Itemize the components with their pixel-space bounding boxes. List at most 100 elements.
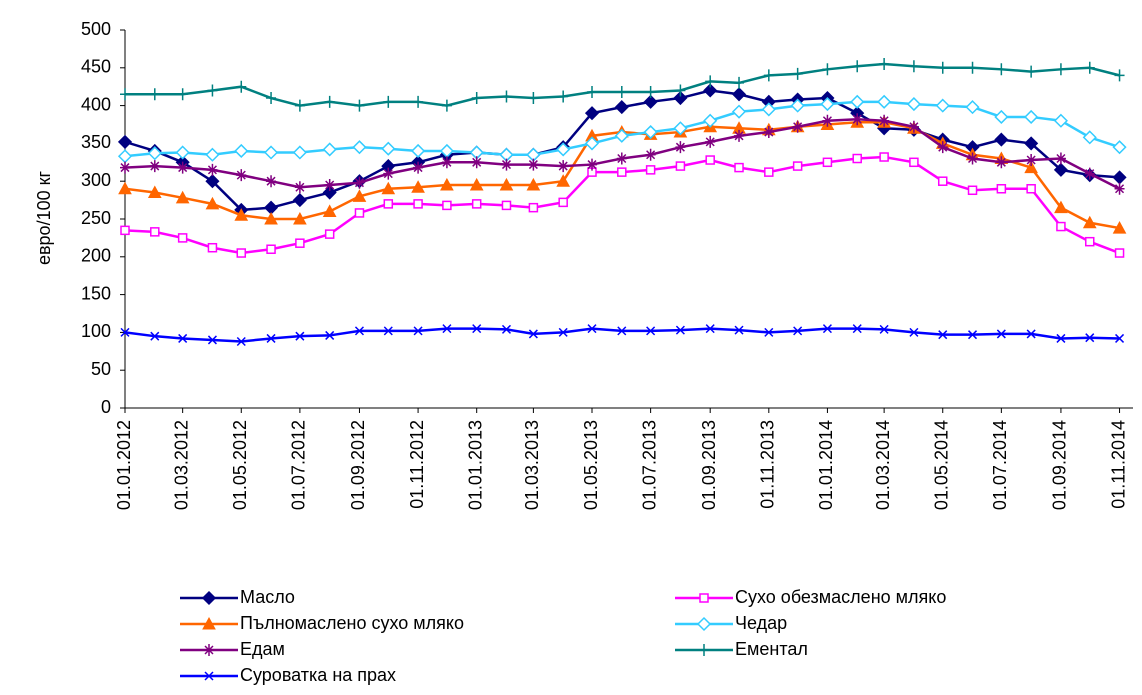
marker — [937, 61, 948, 74]
marker — [501, 324, 512, 334]
marker — [411, 143, 426, 159]
marker — [383, 167, 394, 180]
marker — [994, 132, 1009, 147]
marker — [381, 181, 396, 195]
marker — [354, 208, 365, 218]
marker — [1055, 152, 1066, 165]
marker — [935, 98, 950, 113]
marker — [120, 88, 130, 101]
marker — [411, 180, 425, 193]
marker — [675, 161, 686, 171]
marker — [556, 174, 571, 187]
x-tick-label: 01.03.2013 — [522, 420, 542, 510]
marker — [1114, 182, 1125, 195]
marker — [558, 90, 569, 103]
marker — [675, 325, 685, 335]
legend-item: Чедар — [675, 613, 787, 633]
marker — [147, 185, 162, 199]
marker — [1024, 160, 1038, 174]
marker — [441, 156, 452, 169]
marker — [442, 200, 452, 211]
marker — [383, 326, 393, 336]
marker — [792, 67, 803, 80]
marker — [879, 58, 890, 71]
marker — [352, 140, 367, 155]
y-tick-label: 350 — [81, 132, 111, 152]
marker — [705, 324, 715, 334]
marker — [1026, 184, 1036, 194]
x-tick-label: 01.07.2012 — [289, 420, 309, 510]
marker — [201, 590, 217, 606]
marker — [790, 98, 805, 113]
marker — [413, 161, 424, 174]
marker — [967, 185, 978, 196]
legend-label: Масло — [240, 587, 295, 607]
marker — [761, 102, 776, 117]
marker — [325, 330, 335, 340]
marker — [1114, 69, 1125, 82]
y-tick-label: 0 — [101, 397, 111, 417]
legend-label: Чедар — [735, 613, 787, 633]
marker — [850, 94, 865, 109]
marker — [236, 80, 247, 93]
marker — [792, 161, 803, 171]
marker — [1112, 221, 1127, 234]
marker — [1084, 61, 1095, 74]
marker — [558, 197, 568, 208]
marker — [793, 326, 803, 336]
x-tick-label: 01.07.2014 — [990, 420, 1010, 510]
marker — [614, 128, 629, 143]
marker — [879, 114, 890, 127]
x-tick-label: 01.11.2012 — [407, 420, 427, 509]
marker — [324, 95, 335, 108]
marker — [906, 97, 921, 112]
marker — [469, 177, 484, 191]
marker — [967, 330, 978, 340]
marker — [294, 181, 305, 194]
marker — [703, 113, 718, 128]
marker — [177, 88, 188, 101]
x-tick-label: 01.05.2012 — [230, 420, 250, 510]
marker — [205, 147, 220, 162]
marker — [1082, 130, 1097, 145]
marker — [413, 199, 423, 209]
marker — [994, 109, 1009, 125]
marker — [1115, 333, 1125, 343]
marker — [120, 161, 130, 174]
marker — [587, 85, 598, 98]
marker — [616, 152, 627, 165]
x-tick-label: 01.11.2013 — [758, 420, 778, 509]
marker — [1085, 236, 1095, 247]
marker — [617, 326, 627, 336]
marker — [149, 160, 160, 173]
marker — [699, 644, 709, 656]
marker — [556, 142, 571, 157]
marker — [909, 327, 919, 337]
marker — [908, 60, 919, 73]
marker — [614, 100, 629, 115]
marker — [734, 129, 745, 142]
marker — [1084, 167, 1095, 180]
marker — [236, 336, 246, 347]
marker — [617, 167, 627, 177]
marker — [996, 63, 1007, 76]
marker — [175, 145, 190, 160]
marker — [1056, 333, 1066, 343]
marker — [643, 94, 658, 109]
x-tick-label: 01.03.2014 — [873, 420, 893, 510]
marker — [645, 85, 656, 98]
x-tick-label: 01.09.2013 — [699, 420, 719, 510]
marker — [764, 167, 774, 177]
marker — [322, 204, 337, 217]
marker — [1024, 136, 1039, 151]
marker — [264, 211, 278, 225]
marker — [1082, 215, 1097, 229]
marker — [822, 114, 833, 127]
y-tick-label: 300 — [81, 170, 111, 190]
marker — [266, 175, 277, 188]
marker — [699, 593, 709, 603]
marker — [205, 196, 220, 210]
y-tick-label: 450 — [81, 57, 111, 77]
marker — [967, 61, 978, 74]
x-tick-label: 01.05.2013 — [581, 420, 601, 510]
